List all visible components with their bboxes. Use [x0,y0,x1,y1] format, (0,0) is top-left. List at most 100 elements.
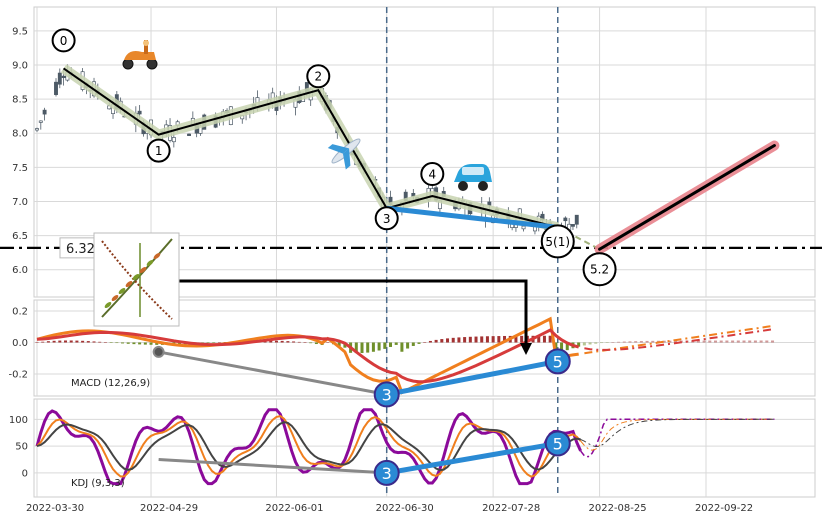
kdj-k-line [36,421,581,472]
kdj-ytick-label: 100 [9,415,28,426]
plant-chart-leaf [118,288,126,294]
plant-chart-icon [93,232,180,327]
macd-hist-bar [400,342,404,352]
macd-hist-bar [434,339,438,343]
macd-hist-bar [520,335,524,343]
price-ytick-label: 7.0 [12,197,28,208]
macd-ytick-label: 0.0 [12,338,28,349]
indicator-marker [373,381,400,408]
macd-hist-bar [639,341,643,343]
macd-hist-bar [98,341,102,343]
scooter-wheel [122,58,134,70]
price-ytick-label: 6.0 [12,265,28,276]
macd-hist-bar [468,336,472,343]
macd-hist-bar [759,340,763,343]
macd-hist-bar [423,342,427,343]
macd-hist-bar [303,342,307,343]
macd-hist-bar [337,342,341,347]
macd-hist-bar [46,341,50,343]
candle-body [38,120,43,123]
macd-hist-bar [109,342,113,343]
macd-hist-bar [326,342,330,343]
macd-hist-bar [75,340,79,343]
macd-hist-bar [126,342,130,344]
macd-hist-bar [178,342,182,345]
macd-hist-bar [394,342,398,345]
scooter-wheel [146,58,158,70]
panels: 6.06.57.07.58.08.59.09.5-0.20.00.2050100… [8,6,816,514]
candle-body [563,217,568,222]
macd-hist-bar [742,340,746,343]
kdj-ytick-label: 50 [15,442,28,453]
indicator-marker-label: 5 [553,352,563,371]
macd-hist-bar [212,342,216,343]
macd-hist-bar [366,342,370,353]
wave-3-5-line [386,205,559,230]
plant-chart-curve [101,240,173,320]
macd-hist-bar [560,342,564,353]
macd-hist-bar [428,340,432,343]
macd-hist-bar [389,342,393,347]
macd-hist-bar [269,340,273,343]
xtick-label: 2022-08-25 [589,503,647,514]
macd-hist-bar [582,342,586,346]
kdj-panel-label: KDJ (9,3,3) [71,478,125,489]
candle-body [487,201,492,206]
signal-line [36,328,580,384]
macd-hist-bar [149,342,153,345]
macd-hist-bar [297,341,301,343]
scooter-icon [122,40,158,70]
support-label: 6.32 [66,242,95,257]
xtick-label: 2022-03-30 [26,503,84,514]
macd-hist-bar [309,342,313,344]
kdj-ytick-label: 0 [22,468,28,479]
macd-gray-connector [158,350,387,396]
macd-hist-bar [411,342,415,346]
macd-hist-bar [451,337,455,343]
wave-point-label: 2 [314,70,322,84]
candle-body [137,110,142,115]
candle-body [571,224,575,227]
macd-hist-bar [314,342,318,345]
macd-hist-bar [696,340,700,343]
macd-hist-bar [548,335,552,343]
macd-hist-bar [731,340,735,343]
wave-point-label: 1 [155,144,163,158]
macd-hist-bar [565,342,569,351]
wave-point-marker [582,252,617,287]
macd-hist-bar [377,342,381,351]
indicator-blue-line [386,440,559,476]
macd-hist-bar [86,341,90,343]
price-ytick-label: 7.5 [12,163,28,174]
price-ytick-label: 9.5 [12,26,28,37]
macd-hist-bar [725,340,729,343]
price-ytick-label: 8.0 [12,129,28,140]
candle-body [187,133,191,136]
plant-chart-leaf [132,274,140,280]
kdj-series [35,408,775,486]
macd-hist-bar [217,342,221,343]
macd-hist-bar [58,340,62,343]
macd-hist-bar [360,342,364,354]
macd-hist-bar [588,342,592,345]
macd-hist-bar [617,341,621,343]
macd-hist-bar [485,336,489,343]
macd-hist-bar [446,338,450,343]
macd-hist-bar [651,340,655,343]
indicator-blue-line [386,358,559,397]
macd-hist-bar [708,340,712,343]
candle-body [42,109,47,115]
candle-body [171,137,176,143]
plant-chart-leaf [104,302,112,308]
wave-point-label: 0 [60,34,68,48]
macd-hist-bar [503,335,507,343]
xtick-label: 2022-06-30 [376,503,434,514]
macd-hist-bar [406,342,410,349]
macd-hist-bar [537,335,541,343]
macd-hist-bar [611,342,615,343]
car-wheel [458,181,468,191]
macd-hist-bar [599,342,603,344]
wave-point-label: 4 [428,168,436,182]
wave-point-label: 5.2 [590,263,609,277]
